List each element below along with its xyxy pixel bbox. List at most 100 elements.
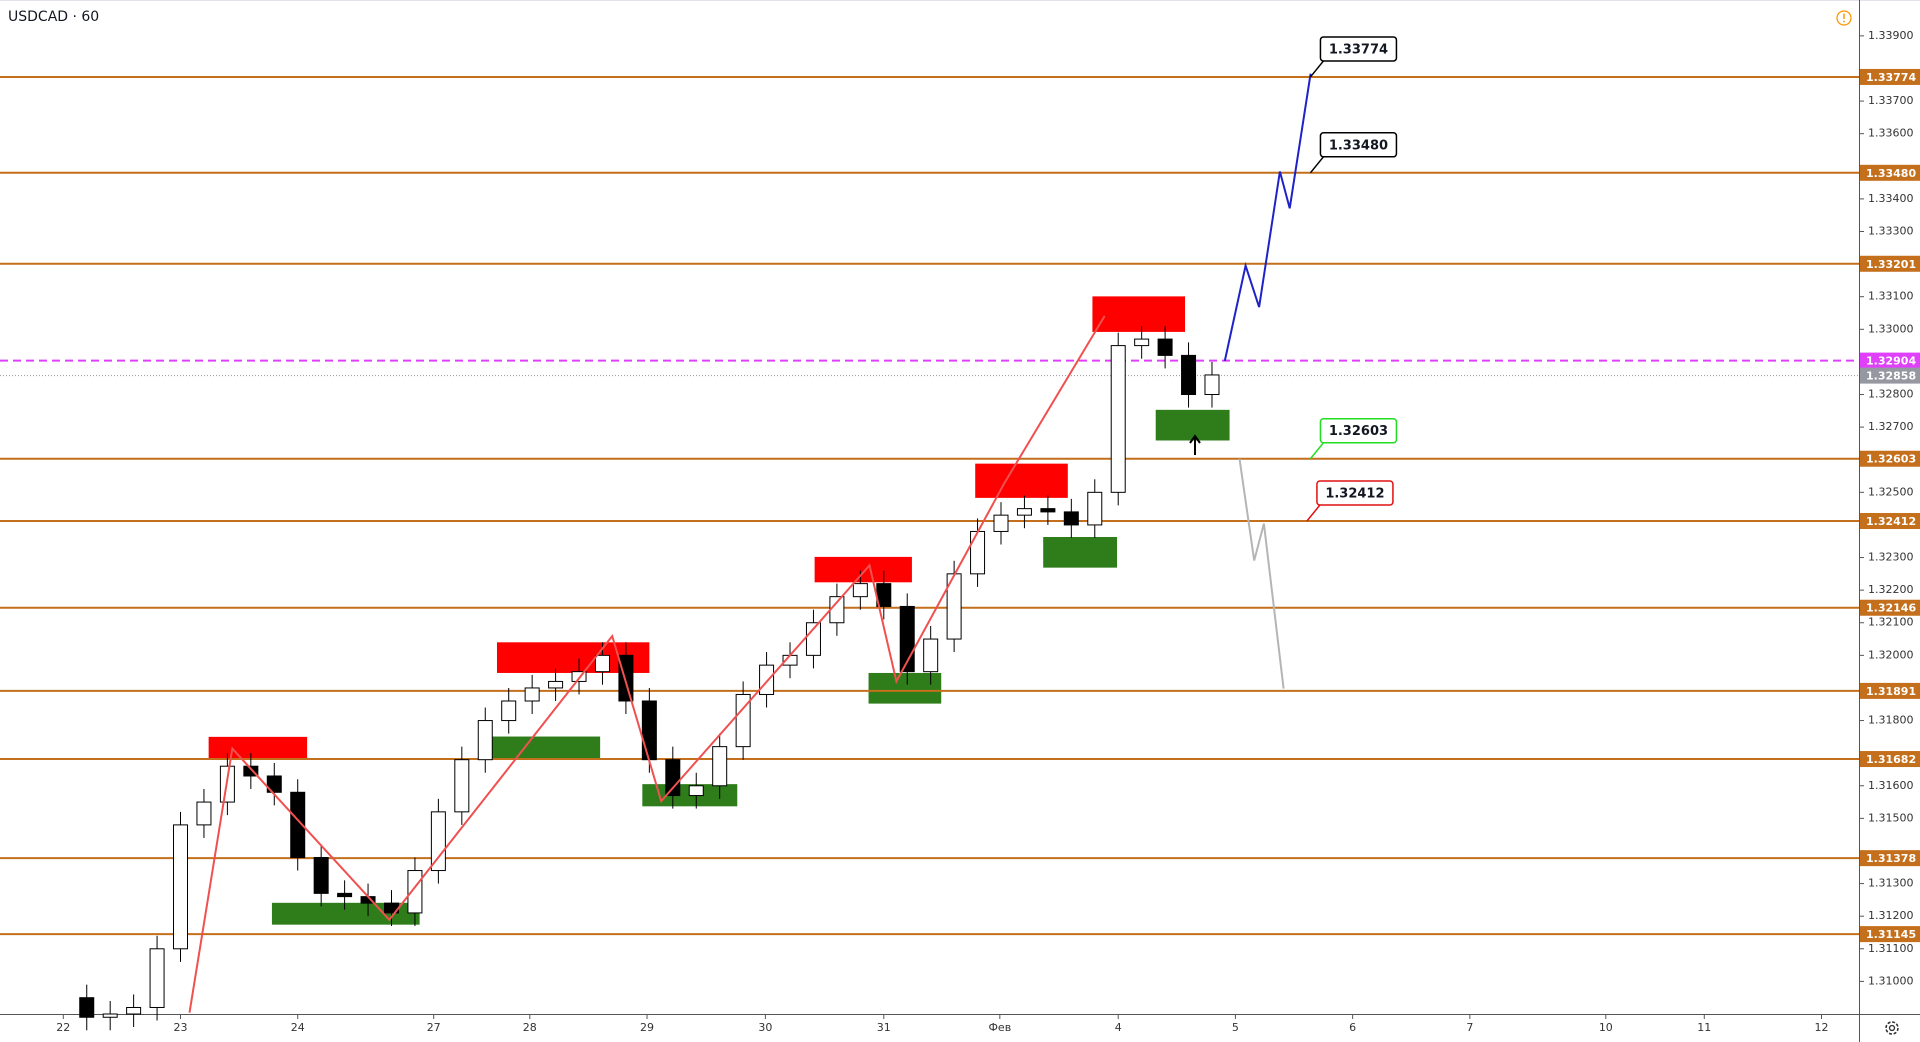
- x-tick-label: 30: [758, 1021, 772, 1034]
- level-label: 1.31891: [1866, 685, 1916, 698]
- candle-body: [501, 700, 517, 722]
- zone: [814, 556, 912, 583]
- candle-body: [1040, 508, 1056, 513]
- x-tick-label: 5: [1232, 1021, 1239, 1034]
- candle-body: [149, 948, 165, 1008]
- x-tick-label: 11: [1697, 1021, 1711, 1034]
- candle-body: [313, 856, 329, 894]
- zone: [868, 672, 942, 704]
- y-tick-label: 1.31500: [1868, 811, 1914, 824]
- level-label-bg: [1860, 367, 1920, 384]
- candle-body: [829, 596, 845, 624]
- candle-body: [641, 700, 657, 761]
- projection-path: [188, 315, 1106, 1013]
- zone: [1092, 296, 1186, 332]
- candle-body: [571, 671, 587, 682]
- callout-box: [1319, 417, 1398, 444]
- level-label-bg: [1860, 926, 1920, 943]
- callout-pointer: [1309, 442, 1325, 460]
- gear-core[interactable]: [1888, 1024, 1896, 1032]
- candle-body: [548, 680, 564, 689]
- zone: [208, 736, 308, 760]
- y-tick-label: 1.31100: [1868, 942, 1914, 955]
- candle-body: [477, 720, 493, 761]
- candle-body: [1110, 345, 1126, 493]
- level-label-bg: [1860, 450, 1920, 467]
- level-label-bg: [1860, 850, 1920, 867]
- callout-text: 1.32412: [1325, 487, 1384, 502]
- y-tick-label: 1.31600: [1868, 779, 1914, 792]
- zone: [271, 902, 420, 925]
- y-tick-label: 1.33300: [1868, 224, 1914, 237]
- level-label: 1.31145: [1866, 928, 1916, 941]
- x-tick-label: 24: [291, 1021, 305, 1034]
- settings-gear[interactable]: [1885, 1021, 1899, 1035]
- candle-body: [712, 746, 728, 787]
- symbol-title: USDCAD · 60: [8, 9, 99, 25]
- level-label: 1.32603: [1866, 453, 1916, 466]
- candle-body: [1181, 354, 1197, 396]
- level-label: 1.32146: [1866, 602, 1916, 615]
- candle-body: [524, 687, 540, 702]
- level-label: 1.31682: [1866, 753, 1916, 766]
- zone: [1043, 536, 1118, 568]
- y-tick-label: 1.33400: [1868, 192, 1914, 205]
- level-label-bg: [1860, 255, 1920, 272]
- level-label: 1.32904: [1866, 355, 1916, 368]
- up-arrow: [1189, 434, 1201, 455]
- level-label-bg: [1860, 68, 1920, 85]
- candle-body: [454, 759, 470, 813]
- candle-body: [970, 530, 986, 575]
- x-tick-label: 27: [427, 1021, 441, 1034]
- y-tick-label: 1.33100: [1868, 290, 1914, 303]
- candle-body: [79, 997, 95, 1018]
- callout-pointer: [1309, 156, 1325, 174]
- x-tick-label: 29: [640, 1021, 654, 1034]
- level-label: 1.33201: [1866, 258, 1916, 271]
- level-label: 1.32858: [1866, 370, 1916, 383]
- alert-dot[interactable]: [1843, 20, 1845, 23]
- y-tick-label: 1.32100: [1868, 616, 1914, 629]
- level-label-bg: [1860, 352, 1920, 369]
- y-tick-label: 1.32000: [1868, 648, 1914, 661]
- candle-body: [290, 791, 306, 858]
- candle-body: [1134, 338, 1150, 347]
- y-tick-label: 1.31800: [1868, 714, 1914, 727]
- x-tick-label: Фев: [988, 1021, 1011, 1034]
- x-tick-label: 4: [1115, 1021, 1122, 1034]
- candle-body: [688, 785, 704, 797]
- callout-box: [1319, 132, 1398, 158]
- zone: [492, 736, 601, 759]
- x-tick-label: 6: [1349, 1021, 1356, 1034]
- alert-icon[interactable]: [1836, 10, 1852, 26]
- y-tick-label: 1.33000: [1868, 322, 1914, 335]
- callout-text: 1.33774: [1329, 42, 1388, 57]
- alert-circle[interactable]: [1836, 10, 1852, 26]
- zone: [1155, 409, 1230, 441]
- level-label: 1.32412: [1866, 515, 1916, 528]
- candle-body: [1087, 491, 1103, 526]
- candle-body: [805, 622, 821, 656]
- callout-box: [1319, 36, 1398, 62]
- x-tick-label: 7: [1466, 1021, 1473, 1034]
- y-tick-label: 1.33700: [1868, 94, 1914, 107]
- arrow-head: [1189, 434, 1201, 444]
- candle-body: [173, 824, 189, 950]
- gear-teeth[interactable]: [1885, 1021, 1899, 1035]
- candle-body: [430, 811, 446, 872]
- candle-body: [665, 759, 681, 797]
- candle-body: [266, 775, 282, 793]
- y-tick-label: 1.32500: [1868, 485, 1914, 498]
- candle-body: [337, 892, 353, 898]
- level-label: 1.33480: [1866, 167, 1916, 180]
- x-tick-label: 22: [56, 1021, 70, 1034]
- level-label-bg: [1860, 164, 1920, 181]
- callout-pointer: [1306, 504, 1321, 522]
- y-tick-label: 1.32800: [1868, 388, 1914, 401]
- projection-path: [1223, 73, 1312, 362]
- callout-pointer: [1309, 60, 1325, 78]
- candle-body: [594, 654, 610, 673]
- candle-body: [1016, 508, 1032, 516]
